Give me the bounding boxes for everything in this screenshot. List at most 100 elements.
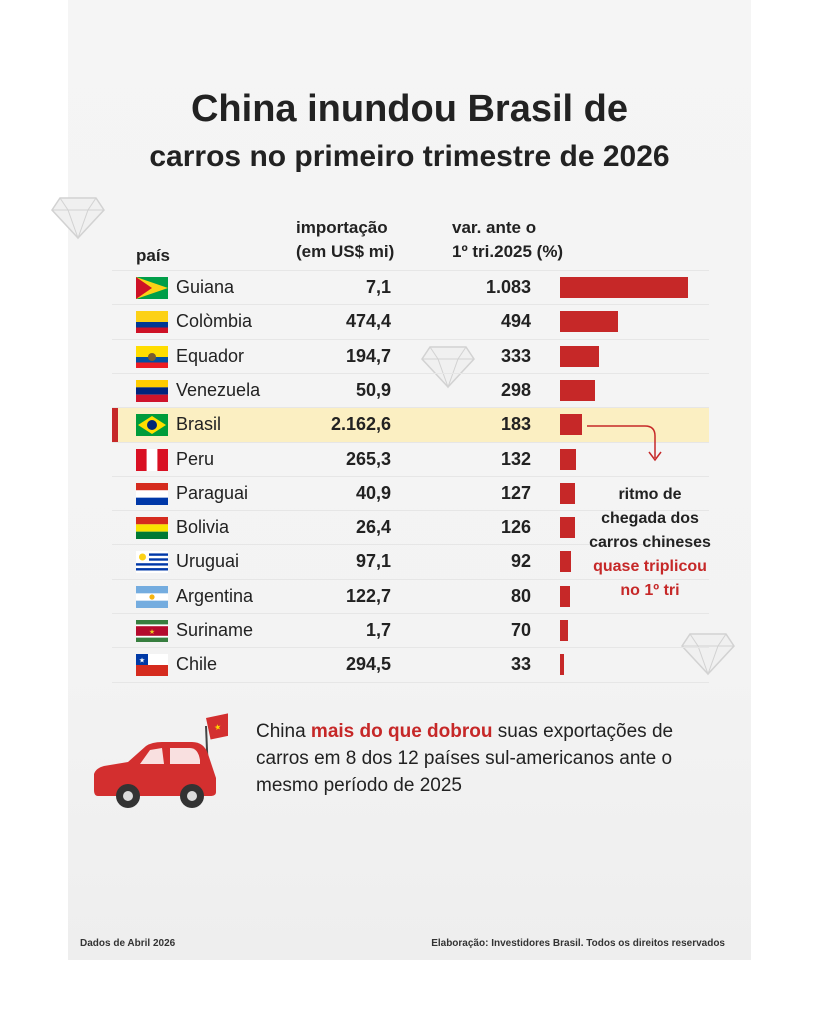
variation-value: 183 (500, 414, 531, 434)
diamond-icon (51, 197, 105, 240)
flag-icon-bolivia (136, 517, 168, 539)
table-row: ★ Suriname 1,7 70 (112, 613, 709, 648)
page-title: China inundou Brasil de (190, 88, 629, 130)
variation-value: 70 (510, 620, 531, 640)
variation-value: 127 (500, 483, 531, 503)
country-name: Venezuela (176, 380, 261, 400)
variation-value: 132 (500, 449, 531, 469)
flag-icon-chile: ★ (136, 654, 168, 676)
table-row: ★ Chile 294,5 33 (112, 647, 709, 682)
variation-bar (560, 449, 576, 470)
import-value: 294,5 (345, 654, 391, 674)
header-import-line2: (em US$ mi) (296, 242, 395, 261)
variation-bar (560, 311, 619, 332)
variation-bar (560, 483, 575, 504)
table-row: Brasil 2.162,6 183 (112, 407, 709, 442)
import-value: 122,7 (345, 586, 391, 606)
variation-bar (560, 620, 569, 641)
china-flag-icon: ★ (206, 712, 228, 740)
svg-text:★: ★ (139, 657, 145, 665)
country-name: Colòmbia (176, 311, 253, 331)
variation-bar (560, 380, 596, 401)
country-name: Paraguai (176, 483, 249, 503)
flag-icon-venezuela (136, 380, 168, 402)
flag-icon-colombia (136, 311, 168, 333)
variation-value: 126 (500, 517, 531, 537)
flag-icon-ecuador (136, 346, 168, 368)
country-name: Guiana (176, 277, 235, 297)
note-line3: carros chineses (589, 534, 711, 551)
table-row: Colòmbia 474,4 494 (112, 304, 709, 339)
country-name: Equador (176, 346, 245, 366)
note-line1: ritmo de (618, 486, 682, 503)
flag-icon-argentina (136, 586, 168, 608)
flag-icon-suriname: ★ (136, 620, 168, 642)
country-name: Uruguai (176, 551, 240, 571)
import-value: 26,4 (355, 517, 391, 537)
import-value: 265,3 (345, 449, 391, 469)
footer-text: China mais do que dobrou suas exportaçõe… (256, 718, 696, 799)
country-name: Bolivia (176, 517, 230, 537)
highlight-marker (112, 408, 118, 442)
flag-icon-uruguay (136, 551, 168, 573)
country-name: Peru (176, 449, 215, 469)
country-name: Brasil (176, 414, 222, 434)
source-credit: Elaboração: Investidores Brasil. Todos o… (431, 938, 725, 949)
import-value: 40,9 (355, 483, 391, 503)
table-row: Equador 194,7 333 (112, 339, 709, 374)
variation-value: 33 (510, 654, 531, 674)
variation-value: 92 (510, 551, 531, 571)
header-country: país (136, 246, 171, 265)
footer-part2: suas exportações de carros em 8 dos 12 p… (256, 721, 674, 796)
flag-icon-brazil (136, 414, 168, 436)
table-bottom-rule (112, 682, 709, 683)
import-value: 194,7 (345, 346, 391, 366)
country-name: Argentina (176, 586, 254, 606)
svg-text:★: ★ (149, 628, 155, 636)
variation-value: 298 (500, 380, 531, 400)
arrow-icon (587, 425, 662, 462)
footer-part1: China (256, 721, 311, 742)
source-date: Dados de Abril 2026 (80, 938, 176, 949)
page-subtitle: carros no primeiro trimestre de 2026 (149, 140, 670, 173)
table-row: Argentina 122,7 80 (112, 579, 709, 614)
variation-value: 1.083 (485, 277, 531, 297)
annotation-note: ritmo de chegada dos carros chineses qua… (580, 483, 720, 603)
import-value: 2.162,6 (330, 414, 391, 434)
flag-icon-peru (136, 449, 168, 471)
variation-value: 80 (510, 586, 531, 606)
variation-bar (560, 346, 600, 367)
table-row: Venezuela 50,9 298 (112, 373, 709, 408)
car-icon: ★ (94, 712, 228, 808)
diamond-icon (681, 633, 735, 676)
header-var: var. ante o 1º tri.2025 (%) (452, 216, 563, 264)
footer-highlight: mais do que dobrou (310, 721, 493, 742)
table-row: Peru 265,3 132 (112, 442, 709, 477)
import-value: 50,9 (355, 380, 391, 400)
note-line5: no 1º tri (620, 582, 680, 599)
country-name: Suriname (176, 620, 254, 640)
variation-bar (560, 277, 688, 298)
header-import: importação (em US$ mi) (296, 216, 394, 264)
note-line4: quase triplicou (593, 558, 707, 575)
note-line2: chegada dos (601, 510, 699, 527)
import-value: 474,4 (345, 311, 391, 331)
table-row: Guiana 7,1 1.083 (112, 270, 709, 305)
header-var-line1: var. ante o (452, 218, 537, 237)
svg-text:★: ★ (213, 722, 222, 732)
variation-bar (560, 586, 570, 607)
table-row: Bolivia 26,4 126 (112, 510, 709, 545)
import-value: 7,1 (365, 277, 391, 297)
table-row: Paraguai 40,9 127 (112, 476, 709, 511)
header-import-line1: importação (296, 218, 388, 237)
variation-bar (560, 551, 571, 572)
variation-bar (560, 517, 575, 538)
flag-icon-paraguay (136, 483, 168, 505)
variation-bar (560, 654, 564, 675)
import-value: 1,7 (365, 620, 391, 640)
import-value: 97,1 (355, 551, 391, 571)
country-name: Chile (176, 654, 218, 674)
flag-icon-guyana (136, 277, 168, 299)
variation-value: 333 (500, 346, 531, 366)
table-row: Uruguai 97,1 92 (112, 544, 709, 579)
